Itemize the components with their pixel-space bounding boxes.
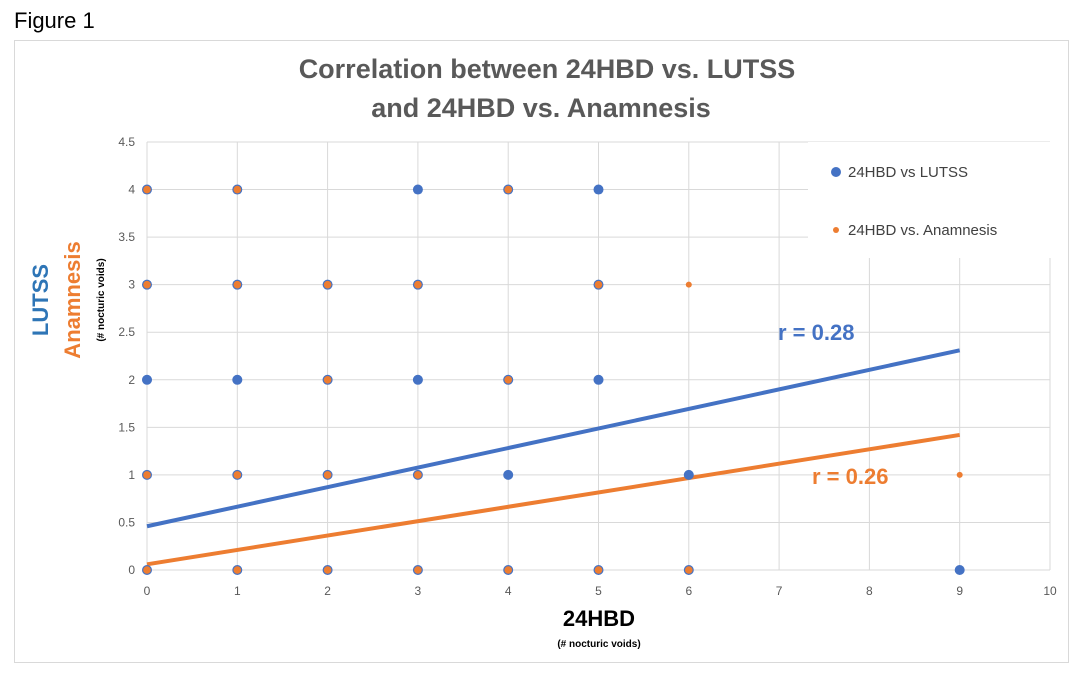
x-tick-label: 10 [1043, 584, 1057, 598]
point-anamnesis [233, 280, 242, 289]
chart-title-line-1: Correlation between 24HBD vs. LUTSS [299, 54, 796, 84]
y-tick-label: 1.5 [118, 420, 135, 434]
point-lutss [593, 184, 604, 195]
legend-marker-anamnesis [833, 227, 839, 233]
point-anamnesis [323, 471, 332, 479]
point-anamnesis [956, 471, 963, 478]
point-anamnesis [504, 375, 512, 384]
point-lutss [503, 469, 514, 480]
point-anamnesis [323, 280, 332, 289]
point-anamnesis [594, 280, 603, 289]
x-tick-label: 6 [685, 584, 692, 598]
point-anamnesis [143, 185, 151, 194]
x-axis-subtitle: (# nocturic voids) [557, 639, 640, 650]
point-anamnesis [233, 185, 242, 194]
data-points [142, 184, 965, 575]
legend-marker-lutss [831, 167, 841, 177]
point-anamnesis [504, 566, 512, 574]
y-tick-label: 2 [128, 373, 135, 387]
point-anamnesis [594, 566, 603, 574]
chart-frame [14, 40, 1069, 663]
point-lutss [412, 184, 423, 195]
point-anamnesis [685, 566, 693, 574]
y-tick-label: 1 [128, 468, 135, 482]
x-tick-label: 8 [866, 584, 873, 598]
legend-label-lutss: 24HBD vs LUTSS [848, 164, 968, 181]
point-anamnesis [143, 280, 151, 289]
point-anamnesis [143, 471, 151, 479]
x-tick-label: 1 [234, 584, 241, 598]
point-anamnesis [414, 566, 422, 574]
legend-background [808, 142, 1054, 258]
point-anamnesis [685, 281, 692, 288]
y-tick-label: 3 [128, 278, 135, 292]
point-anamnesis [323, 566, 332, 574]
point-lutss [954, 565, 965, 575]
y-tick-label: 0.5 [118, 515, 135, 529]
point-lutss [142, 374, 152, 385]
point-lutss [593, 374, 604, 385]
trendlines [146, 348, 961, 567]
chart-title-line-2: and 24HBD vs. Anamnesis [371, 93, 711, 123]
y-tick-label: 4 [128, 183, 135, 197]
r-label-anamnesis: r = 0.26 [812, 464, 888, 489]
y-axis-title-anamnesis: Anamnesis [60, 241, 85, 358]
x-tick-label: 4 [505, 584, 512, 598]
x-tick-label: 3 [415, 584, 422, 598]
point-lutss [683, 469, 694, 480]
r-label-lutss: r = 0.28 [778, 320, 854, 345]
point-anamnesis [233, 566, 242, 574]
y-axis-title-lutss: LUTSS [28, 264, 53, 336]
point-anamnesis [233, 471, 242, 479]
point-anamnesis [143, 566, 151, 574]
y-axis-subtitle: (# nocturic voids) [96, 258, 107, 341]
y-tick-label: 2.5 [118, 325, 135, 339]
point-anamnesis [414, 471, 422, 479]
x-axis-title: 24HBD [563, 606, 635, 631]
x-tick-label: 7 [776, 584, 783, 598]
x-tick-label: 9 [956, 584, 963, 598]
point-anamnesis [504, 185, 512, 194]
trendline-lutss [146, 348, 961, 529]
y-tick-label: 4.5 [118, 135, 135, 149]
x-tick-label: 0 [144, 584, 151, 598]
point-anamnesis [323, 375, 332, 384]
trendline-anamnesis [146, 432, 961, 567]
y-tick-label: 0 [128, 563, 135, 577]
legend-label-anamnesis: 24HBD vs. Anamnesis [848, 222, 997, 239]
point-anamnesis [414, 280, 422, 289]
point-lutss [412, 374, 423, 385]
x-tick-label: 5 [595, 584, 602, 598]
axis-ticks: 0 1 2 3 4 5 6 7 8 9 10 0 0.5 1 1.5 2 2.5 3 3.5 4 4.5 [118, 135, 1057, 598]
y-tick-label: 3.5 [118, 230, 135, 244]
point-lutss [232, 374, 243, 385]
figure-label: Figure 1 [14, 8, 95, 33]
x-tick-label: 2 [324, 584, 331, 598]
